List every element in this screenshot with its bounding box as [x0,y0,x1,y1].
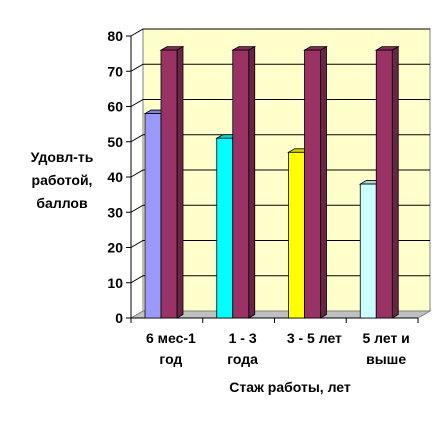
x-tick-label: выше [366,351,406,367]
gridline [130,28,430,37]
y-tick-label: 80 [107,28,123,44]
gridline [130,275,430,284]
bar-series-2 [303,45,328,319]
y-tick-label: 0 [115,310,123,326]
gridline [130,204,430,213]
x-tick-label: года [227,351,258,367]
y-axis-label-line: работой, [31,172,93,188]
gridline [130,99,430,107]
bar-series-2 [159,45,185,319]
y-tick-label: 20 [107,240,123,256]
plot-back-wall [131,29,430,318]
y-tick-label: 60 [107,99,123,115]
gridline [130,169,430,178]
y-axis-label-line: баллов [36,195,88,211]
gridline [130,63,430,72]
gridline [130,134,430,143]
gridline [130,240,430,248]
y-tick-label: 30 [107,204,123,220]
x-tick-label: 6 мес-1 [146,330,196,346]
y-tick-label: 40 [107,169,123,185]
x-tick-label: 3 - 5 лет [287,330,342,346]
x-axis-label: Стаж работы, лет [229,379,351,395]
x-tick-label: год [159,351,182,367]
x-tick-label: 5 лет и [362,330,409,346]
y-tick-label: 10 [107,275,123,291]
y-tick-label: 70 [107,63,123,79]
x-tick-label: 1 - 3 [229,330,257,346]
y-tick-label: 50 [107,134,123,150]
y-axis-label: Удовл-ть работой, баллов [14,146,110,215]
bar-series-2 [231,45,257,319]
bar-series-2 [374,45,400,319]
y-axis-label-line: Удовл-ть [30,149,94,165]
